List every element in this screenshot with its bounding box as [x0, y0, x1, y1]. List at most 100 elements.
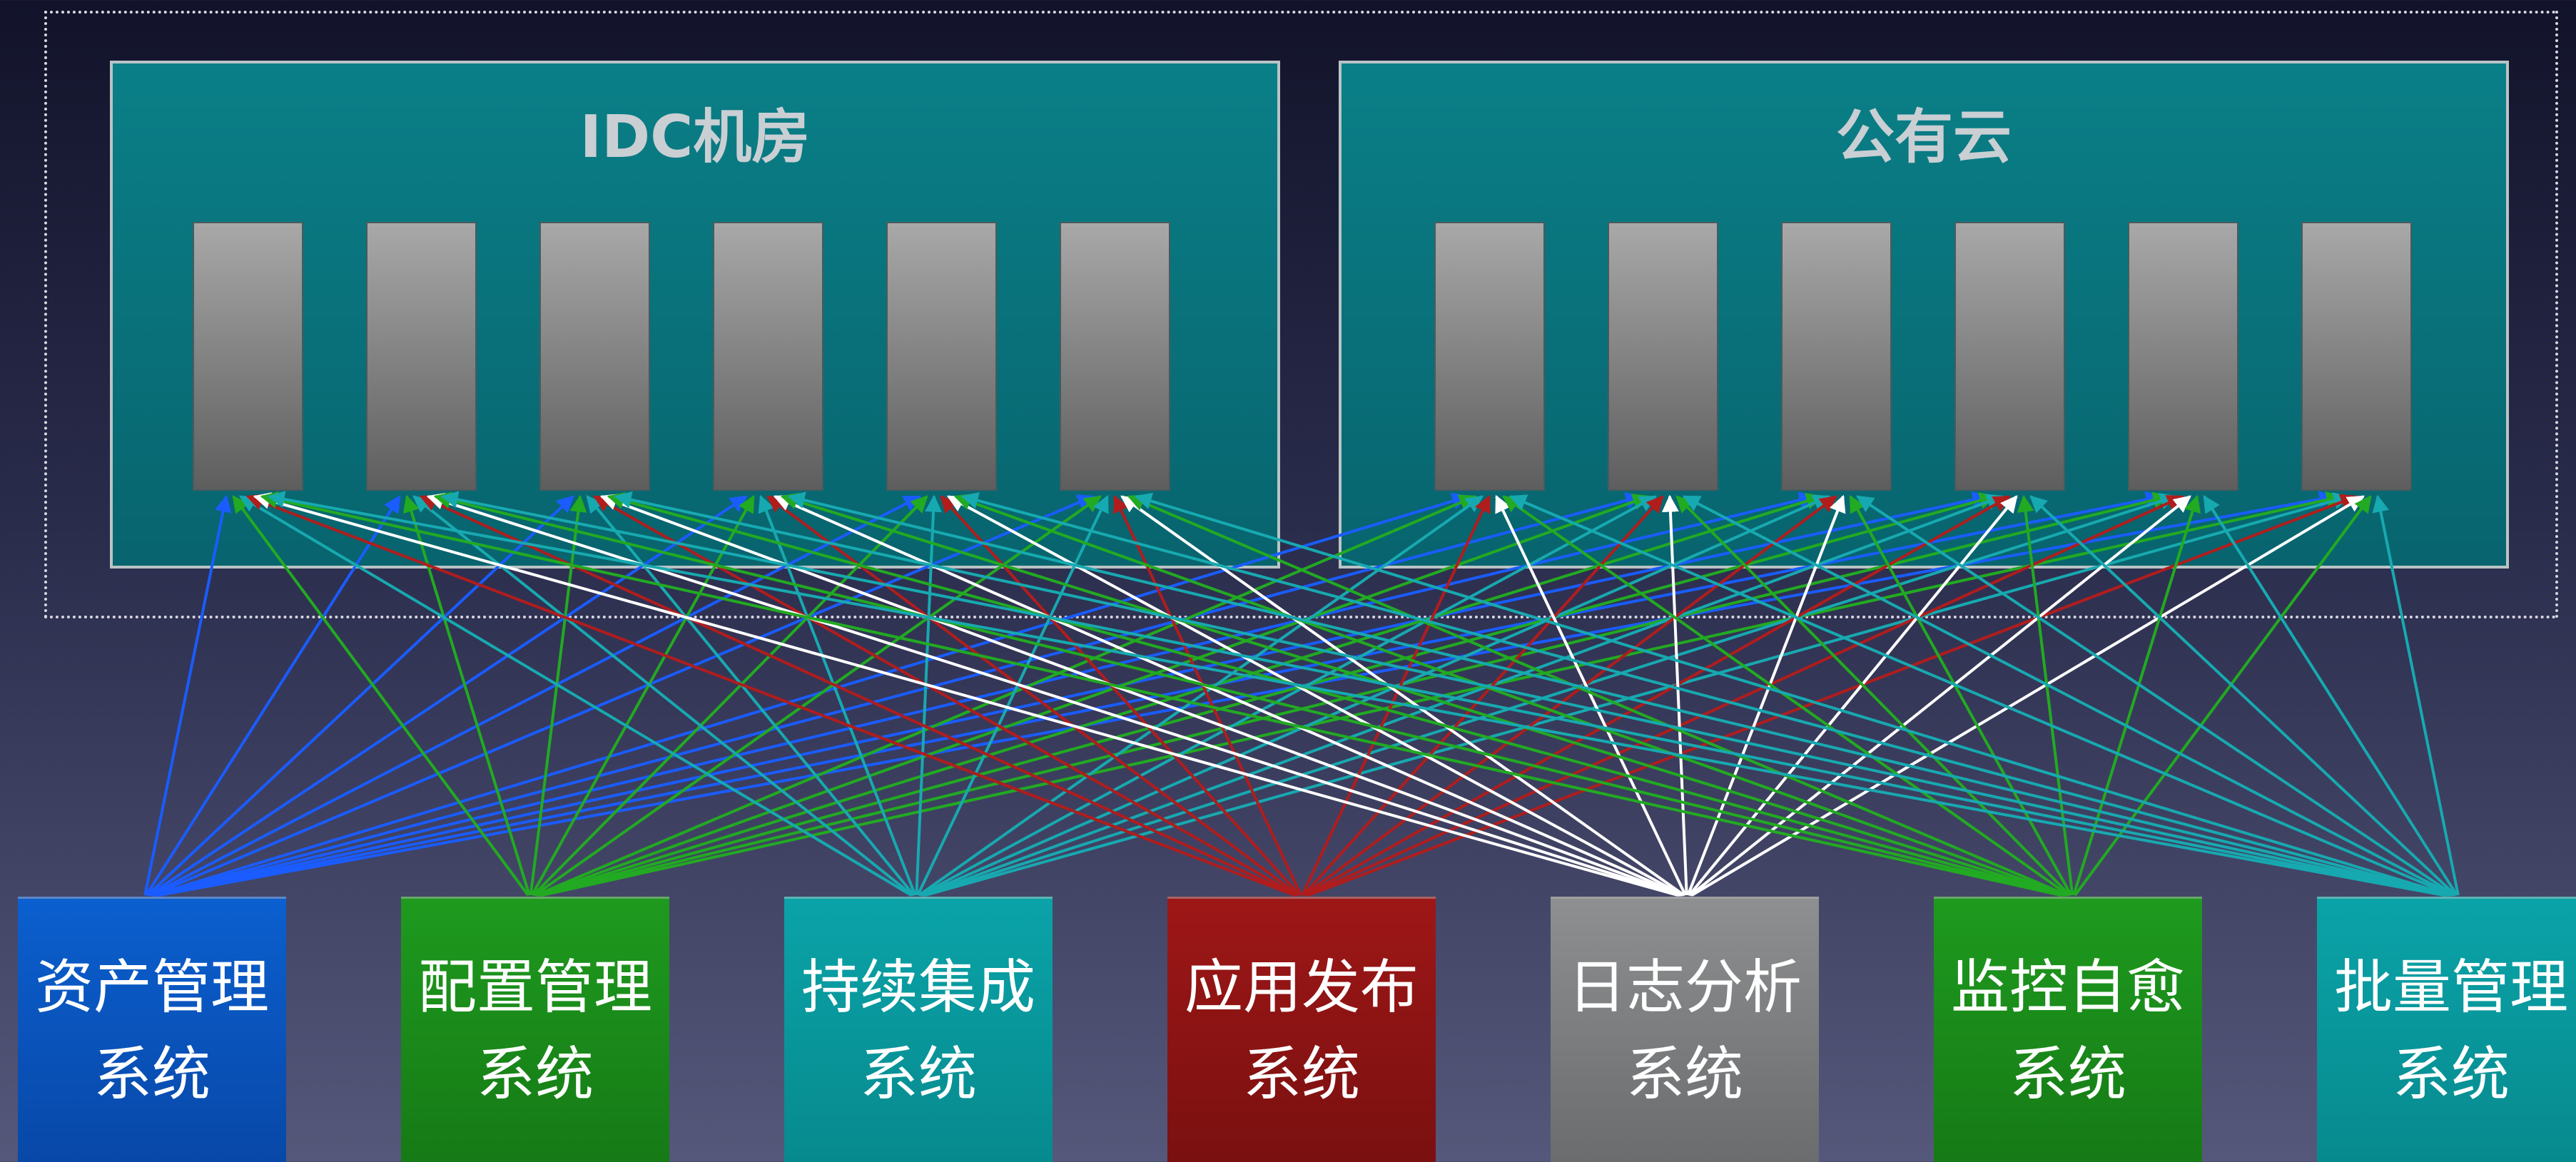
connection-arrow [433, 491, 2063, 897]
connection-arrow [1661, 494, 1688, 896]
connection-arrow [758, 494, 917, 896]
server-box[interactable] [886, 222, 997, 491]
connection-arrow [245, 494, 1295, 897]
system-asset-management[interactable]: 资产管理 系统 [18, 897, 286, 1162]
connection-arrow [1690, 495, 2365, 897]
connection-arrow [152, 492, 1470, 897]
connection-arrow [940, 495, 1301, 897]
connection-arrow [2372, 494, 2460, 896]
connection-arrow [925, 492, 2351, 897]
connection-arrow [2074, 495, 2372, 897]
datacenter-title: 公有云 [1835, 103, 2012, 171]
server-box[interactable] [713, 222, 823, 491]
connection-arrow [1301, 494, 1491, 896]
connection-arrow [1675, 495, 2072, 897]
system-app-release[interactable]: 应用发布 系统 [1167, 897, 1436, 1162]
connection-arrow [1686, 494, 1846, 896]
connection-arrow [148, 495, 748, 897]
server-box[interactable] [2128, 222, 2238, 491]
system-log-analysis[interactable]: 日志分析 系统 [1551, 897, 1819, 1162]
system-label: 应用发布 [1184, 954, 1419, 1021]
server-box[interactable] [2301, 222, 2412, 491]
system-label: 系统 [2392, 1041, 2510, 1109]
connection-arrow [537, 492, 1824, 897]
connection-arrow [2203, 494, 2458, 897]
server-box[interactable] [1781, 222, 1892, 491]
connection-arrow [402, 494, 531, 896]
connection-arrow [918, 495, 1484, 897]
connection-arrow [253, 492, 1678, 897]
connection-arrow [919, 495, 1658, 897]
server-box[interactable] [1954, 222, 2065, 491]
connection-arrow [1495, 494, 1687, 896]
server-box[interactable] [366, 222, 477, 491]
connection-arrow [146, 495, 574, 897]
connection-arrow [155, 491, 1817, 897]
connection-arrow [1689, 495, 2191, 897]
connection-arrow [145, 494, 401, 897]
connection-arrow [535, 494, 1477, 897]
system-label: 日志分析 [1567, 954, 1802, 1021]
connection-arrow [614, 491, 2448, 897]
system-label: 监控自愈 [1950, 954, 2185, 1021]
connection-arrow [915, 494, 943, 896]
connection-arrow [1304, 495, 1837, 897]
system-label: 配置管理 [417, 954, 652, 1021]
connection-arrow [529, 494, 587, 896]
connection-arrow [1682, 495, 2454, 897]
system-label: 系统 [2009, 1041, 2126, 1109]
connection-arrow [787, 491, 2448, 897]
datacenter-idc: IDC机房 [110, 61, 1280, 569]
connection-arrow [922, 494, 2004, 897]
server-box[interactable] [1434, 222, 1545, 491]
connection-arrow [539, 492, 1997, 897]
system-monitoring-self-healing[interactable]: 监控自愈 系统 [1934, 897, 2202, 1162]
connection-arrow [537, 494, 1650, 897]
connection-arrow [530, 494, 755, 896]
connection-arrow [780, 492, 2066, 897]
server-box[interactable] [1608, 222, 1718, 491]
system-batch-management[interactable]: 批量管理 系统 [2317, 897, 2576, 1162]
connection-arrow [586, 495, 916, 897]
connection-arrow [1134, 492, 2451, 897]
server-box[interactable] [539, 222, 650, 491]
network-boundary [44, 11, 2558, 618]
connection-arrow [953, 494, 2067, 897]
system-label: 系统 [93, 1041, 211, 1109]
connection-arrow [607, 492, 2064, 897]
datacenter-public-cloud: 公有云 [1339, 61, 2509, 569]
system-label: 系统 [859, 1041, 977, 1109]
connection-arrow [533, 495, 1102, 897]
connection-arrow [1305, 495, 2012, 897]
connection-arrow [1856, 495, 2455, 897]
connection-arrow [1302, 495, 1664, 897]
system-label: 系统 [1242, 1041, 1360, 1109]
system-continuous-integration[interactable]: 持续集成 系统 [784, 897, 1053, 1162]
connection-arrow [2029, 495, 2457, 897]
connection-arrow [232, 495, 529, 897]
connection-arrow [149, 495, 922, 897]
system-label: 持续集成 [801, 954, 1035, 1021]
server-box[interactable] [193, 222, 303, 491]
connection-arrow [916, 494, 1109, 896]
connection-arrow [1308, 494, 2358, 897]
connection-arrow [238, 495, 913, 897]
server-box[interactable] [1060, 222, 1170, 491]
connection-arrow [2017, 494, 2074, 896]
system-config-management[interactable]: 配置管理 系统 [401, 897, 669, 1162]
connection-arrow [532, 495, 928, 897]
connection-arrow [267, 491, 2445, 897]
connection-arrow [260, 491, 2062, 897]
connection-arrow [151, 494, 1095, 897]
connection-arrow [1508, 494, 2453, 897]
system-label: 批量管理 [2333, 954, 2568, 1021]
datacenter-title: IDC机房 [579, 103, 811, 171]
connection-arrow [960, 492, 2450, 897]
connection-arrow [156, 491, 1990, 897]
connection-arrow [923, 493, 2178, 897]
connection-arrow [2072, 494, 2201, 896]
connection-arrow [1849, 494, 2073, 896]
connection-arrow [440, 491, 2446, 897]
connection-arrow [1307, 495, 2185, 897]
